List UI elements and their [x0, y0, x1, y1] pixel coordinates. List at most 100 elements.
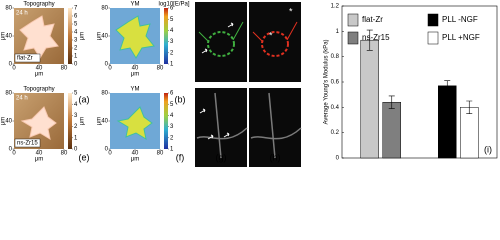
colorbar-tick-label: 2 — [74, 124, 78, 130]
colorbar — [68, 8, 72, 64]
arrow — [199, 108, 206, 114]
arrow — [227, 22, 234, 28]
cell — [261, 31, 289, 57]
error-bar — [388, 95, 395, 109]
y-tick-label: 80 — [101, 6, 108, 12]
colorbar-tick-label: 4 — [74, 30, 78, 36]
colorbar-label: μm — [80, 117, 86, 125]
colorbar-tick-label: 4 — [170, 28, 174, 34]
colorbar-tick-label: 1 — [170, 62, 174, 68]
colorbar-tick-label: 1 — [74, 135, 78, 141]
colorbar-tick-label: 0 — [74, 147, 78, 153]
x-axis-label: μm — [35, 72, 43, 78]
legend-swatch — [427, 31, 439, 45]
colorbar-tick-label: 5 — [170, 17, 174, 23]
cell — [115, 15, 155, 59]
x-tick-label: 0 — [12, 151, 16, 157]
legend-swatch — [427, 13, 439, 27]
colorbar — [164, 8, 168, 64]
x-tick-label: 80 — [157, 151, 164, 157]
y-tick-label: 80 — [5, 91, 12, 97]
error-bar — [466, 100, 473, 114]
colorbar-tick-label: 2 — [170, 50, 174, 56]
colorbar — [164, 93, 168, 149]
y-tick-label: 40 — [101, 34, 108, 40]
colorbar-tick-label: 0 — [74, 62, 78, 68]
time-label: 24 h — [16, 11, 28, 17]
x-axis-label: μm — [131, 157, 139, 163]
legend-label: flat-Zr — [362, 15, 383, 24]
neurite — [198, 21, 244, 43]
bar — [438, 85, 457, 159]
cell-outline — [252, 21, 298, 57]
time-label: 24 h — [16, 96, 28, 102]
colorbar-label: μm — [80, 32, 86, 40]
panel-letter: (i) — [484, 144, 492, 154]
y-tick-label: 0.2 — [331, 130, 340, 136]
neurite — [196, 92, 248, 159]
legend-label: PLL +NGF — [442, 33, 480, 42]
panel-letter: (b) — [175, 94, 186, 104]
panel-title: Topography — [23, 87, 54, 93]
panel-letter: (f) — [176, 152, 185, 162]
legend-swatch — [347, 13, 359, 27]
bar — [360, 39, 379, 159]
marker: * — [269, 30, 273, 40]
cell-outline — [198, 21, 244, 57]
neurite — [252, 21, 298, 43]
x-tick-label: 80 — [157, 66, 164, 72]
y-tick-label: 0.4 — [331, 105, 340, 111]
colorbar-title: log10[E/Pa] — [158, 2, 189, 8]
legend-swatch — [347, 31, 359, 45]
colorbar-tick-label: 4 — [74, 102, 78, 108]
arrow — [207, 134, 214, 140]
x-axis-label: μm — [35, 157, 43, 163]
y-tick-label: 0.8 — [331, 54, 340, 60]
cell-outline — [196, 92, 248, 159]
colorbar-tick-label: 2 — [170, 135, 174, 141]
bar — [382, 102, 401, 159]
legend-label: ns-Zr15 — [362, 33, 390, 42]
y-tick-label: 0 — [336, 156, 340, 162]
y-tick-label: 40 — [101, 119, 108, 125]
arrow — [223, 132, 230, 138]
colorbar-tick-label: 5 — [170, 102, 174, 108]
y-axis-label: μm — [1, 117, 7, 125]
colorbar-tick-label: 3 — [74, 113, 78, 119]
colorbar-tick-label: 1 — [74, 54, 78, 60]
arrow — [201, 48, 208, 54]
x-tick-label: 0 — [108, 151, 112, 157]
colorbar-tick-label: 7 — [74, 6, 78, 12]
sample-label: flat-Zr — [17, 56, 33, 62]
y-tick-label: 40 — [5, 34, 12, 40]
y-tick-label: 0 — [105, 147, 109, 153]
panel-title: YM — [131, 2, 140, 8]
marker: * — [289, 6, 293, 16]
colorbar-tick-label: 6 — [74, 14, 78, 20]
sample-label: ns-Zr15 — [17, 141, 38, 147]
y-axis-label: μm — [97, 32, 103, 40]
fluorescence-image — [249, 2, 301, 82]
y-tick-label: 0 — [9, 147, 13, 153]
error-bar — [444, 80, 451, 92]
colorbar — [68, 93, 72, 149]
colorbar-tick-label: 3 — [170, 124, 174, 130]
x-tick-label: 80 — [61, 151, 68, 157]
x-axis-label: μm — [131, 72, 139, 78]
neurite — [250, 92, 302, 159]
page: {"panels": [ {"time": "24 h", "title": "… — [0, 1, 498, 167]
y-tick-label: 80 — [5, 6, 12, 12]
panel-letter: (h) — [270, 152, 281, 162]
legend-label: PLL -NGF — [442, 15, 478, 24]
x-tick-label: 80 — [61, 66, 68, 72]
colorbar-tick-label: 3 — [170, 39, 174, 45]
y-axis-label: Average Young's Modulus (kPa) — [324, 39, 330, 124]
colorbar-tick-label: 4 — [170, 113, 174, 119]
y-tick-label: 40 — [5, 119, 12, 125]
panel-letter: (e) — [79, 152, 90, 162]
colorbar-tick-label: 6 — [170, 91, 174, 97]
cell — [19, 15, 59, 59]
y-tick-label: 0 — [9, 62, 13, 68]
colorbar-tick-label: 5 — [74, 91, 78, 97]
y-tick-label: 1 — [336, 29, 340, 35]
